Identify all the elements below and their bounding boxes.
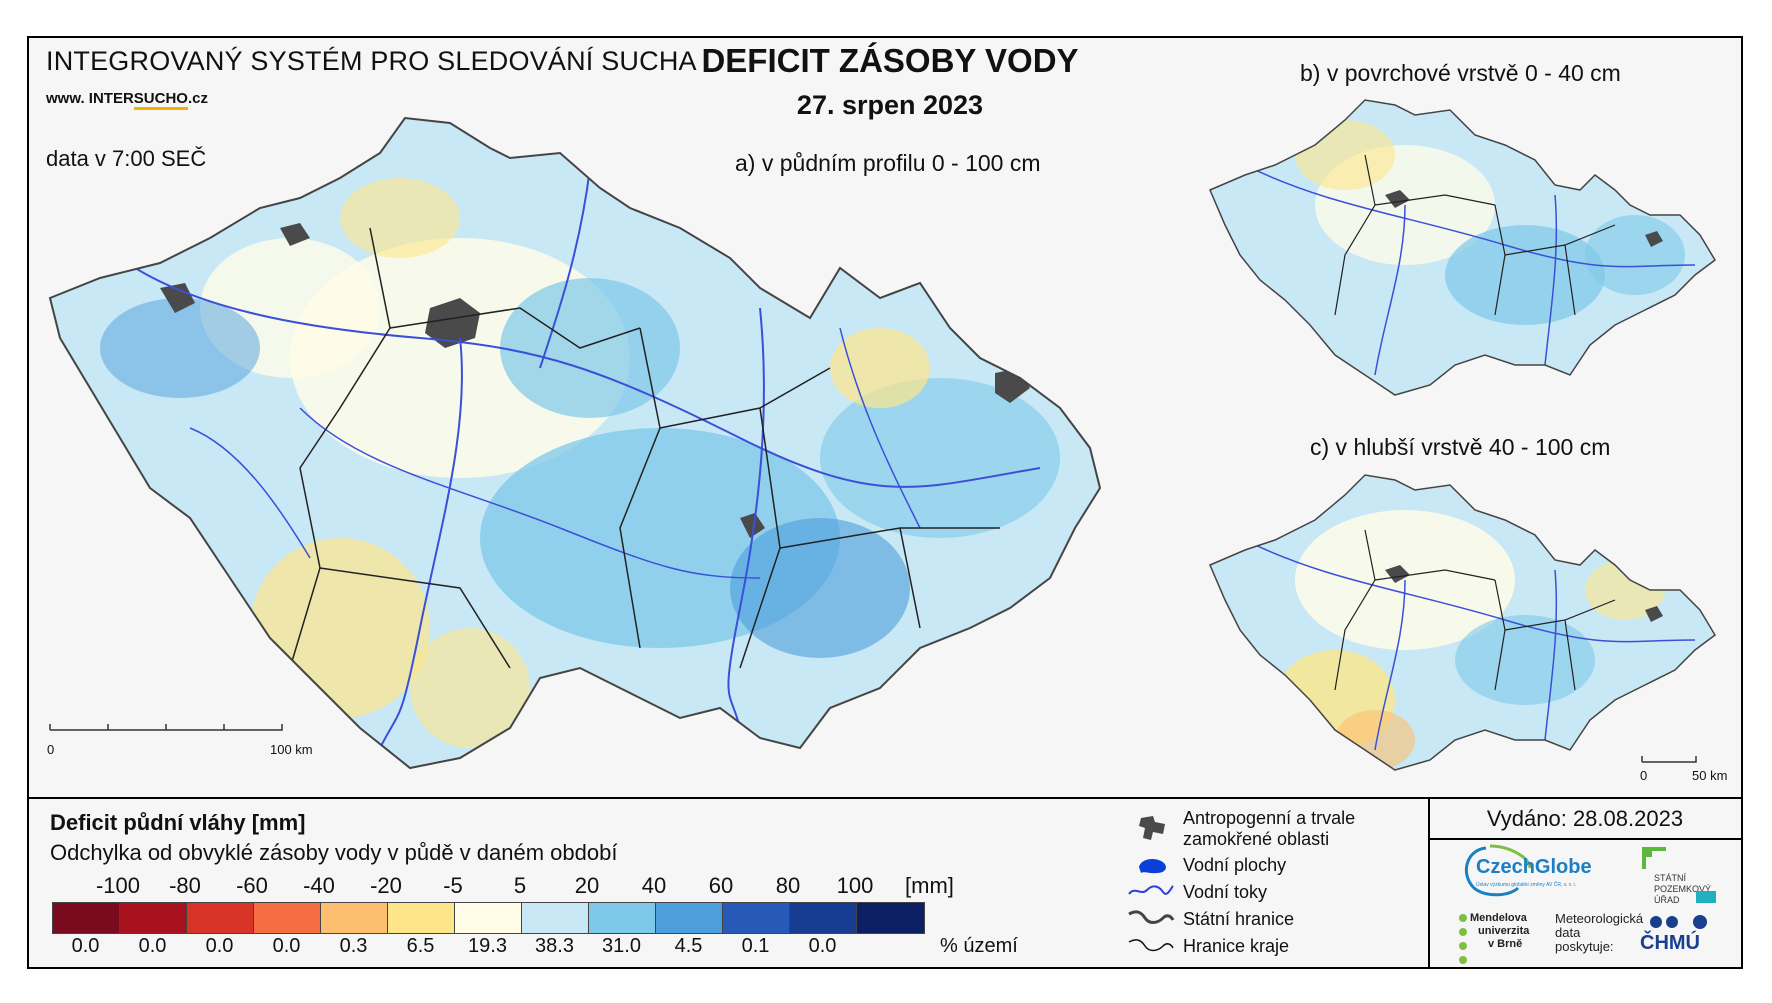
legend-percent: 0.1 — [741, 935, 770, 957]
legend-subtitle: Odchylka od obvyklé zásoby vody v půdě v… — [50, 840, 618, 865]
legend-ticks: -100 -80 -60 -40 -20 -5 5 20 40 60 80 10… — [50, 873, 930, 899]
website-prefix: www. — [46, 90, 85, 107]
water-body-icon — [1139, 859, 1166, 874]
legend-title: Deficit půdní vláhy [mm] — [50, 810, 306, 835]
legend-color-swatch — [53, 903, 120, 933]
legend-percent: 0.0 — [71, 935, 100, 957]
map-a — [48, 116, 1102, 770]
legend-urban-label: Antropogenní a trvale zamokřené oblasti — [1183, 808, 1356, 849]
legend-unit: [mm] — [905, 873, 954, 898]
website-link[interactable]: www. INTERSUCHO.cz — [46, 90, 208, 110]
legend-percent: 6.5 — [406, 935, 435, 957]
legend-percentages: 0.0 0.0 0.0 0.0 0.3 6.5 19.3 38.3 31.0 4… — [52, 935, 952, 961]
legend-percent: 19.3 — [468, 935, 507, 957]
legend-tick: -40 — [303, 873, 335, 898]
mendel-line1: Mendelova — [1470, 912, 1527, 924]
legend-color-swatch — [388, 903, 455, 933]
meteo-line1: Meteorologická — [1555, 911, 1644, 926]
chmu-logo-text: ČHMÚ — [1640, 932, 1700, 954]
scale-bar-main — [49, 724, 283, 731]
legend-tick: -20 — [370, 873, 402, 898]
data-time: data v 7:00 SEČ — [46, 146, 207, 171]
river-icon — [1128, 885, 1174, 895]
legend-tick: -60 — [236, 873, 268, 898]
map-date: 27. srpen 2023 — [796, 90, 984, 120]
legend-state-border-label: Státní hranice — [1183, 909, 1295, 929]
legend-water-bodies-label: Vodní plochy — [1183, 855, 1287, 875]
state-border-icon — [1128, 910, 1175, 924]
chmu-symbol-icon — [1650, 915, 1707, 929]
spu-line2: POZEMKOVÝ — [1654, 884, 1712, 894]
scale-main-end: 100 km — [270, 742, 313, 757]
legend-percent: 0.3 — [339, 935, 368, 957]
meteo-data-note: Meteorologická data poskytuje: — [1555, 912, 1643, 954]
legend-color-swatch — [120, 903, 187, 933]
issued-date: Vydáno: 28.08.2023 — [1486, 806, 1684, 831]
spu-logo: STÁTNÍ POZEMKOVÝ ÚŘAD — [1640, 845, 1720, 905]
legend-tick: 80 — [775, 873, 801, 898]
mendel-line2: univerzita — [1478, 925, 1530, 937]
legend-rivers-label: Vodní toky — [1183, 882, 1268, 902]
legend-color-swatch — [455, 903, 522, 933]
czechglobe-name: CzechGlobe — [1476, 856, 1592, 878]
meteo-line3: poskytuje: — [1555, 939, 1614, 954]
czechglobe-logo: CzechGlobe Ústav výzkumu globální změny … — [1460, 844, 1610, 897]
scale-bar-small — [1641, 756, 1697, 763]
legend-tick: 20 — [574, 873, 600, 898]
legend-percent: 31.0 — [602, 935, 641, 957]
legend-percent: 0.0 — [138, 935, 167, 957]
map-c-label: c) v hlubší vrstvě 40 - 100 cm — [1310, 434, 1611, 460]
legend-percent: 0.0 — [272, 935, 301, 957]
scale-small-end: 50 km — [1692, 768, 1728, 783]
legend-color-swatch — [790, 903, 857, 933]
map-b — [1209, 99, 1716, 396]
legend-color-swatch — [656, 903, 723, 933]
legend-color-swatch — [522, 903, 589, 933]
legend-color-swatch — [723, 903, 790, 933]
legend-percent: 0.0 — [205, 935, 234, 957]
scale-main-start: 0 — [47, 742, 55, 757]
website-suffix: .cz — [187, 90, 208, 107]
issued-underline — [1429, 838, 1742, 840]
legend-tick: 5 — [513, 873, 527, 898]
legend-tick: 40 — [641, 873, 667, 898]
map-a-label: a) v půdním profilu 0 - 100 cm — [735, 150, 1041, 176]
legend-tick: 100 — [836, 873, 874, 898]
map-b-label: b) v povrchové vrstvě 0 - 40 cm — [1300, 60, 1621, 86]
website-brand-a: INTER — [88, 90, 134, 107]
legend-divider — [27, 797, 1743, 799]
legend-tick: -100 — [95, 873, 141, 898]
legend-tick: 60 — [708, 873, 734, 898]
legend-tick: -80 — [169, 873, 201, 898]
system-title: INTEGROVANÝ SYSTÉM PRO SLEDOVÁNÍ SUCHA — [46, 46, 697, 76]
legend-region-border-label: Hranice kraje — [1183, 936, 1290, 956]
map-c — [1209, 474, 1716, 771]
urban-area-icon — [1139, 816, 1165, 840]
spu-line1: STÁTNÍ — [1654, 873, 1687, 883]
legend-percent: 4.5 — [674, 935, 703, 957]
spu-line3: ÚŘAD — [1654, 895, 1680, 905]
website-brand-b: SUCHO — [133, 90, 188, 110]
main-title: DEFICIT ZÁSOBY VODY — [701, 42, 1079, 79]
legend-color-swatch — [254, 903, 321, 933]
legend-color-swatch — [857, 903, 924, 933]
legend-color-swatch — [321, 903, 388, 933]
legend-percent: 0.0 — [808, 935, 837, 957]
issued-divider — [1428, 798, 1430, 968]
meteo-line2: data — [1555, 925, 1581, 940]
legend-tick: -5 — [443, 873, 463, 898]
legend-color-swatch — [589, 903, 656, 933]
legend-percent: 38.3 — [535, 935, 574, 957]
scale-small-start: 0 — [1640, 768, 1648, 783]
legend-color-bar — [52, 902, 925, 934]
legend-color-swatch — [187, 903, 254, 933]
region-border-icon — [1128, 939, 1174, 952]
legend-percent-label: % území — [940, 935, 1018, 957]
czechglobe-tagline: Ústav výzkumu globální změny AV ČR, v. v… — [1476, 882, 1577, 888]
mendel-line3: v Brně — [1488, 938, 1523, 950]
mendel-university-logo: Mendelova univerzita v Brně — [1459, 912, 1530, 964]
